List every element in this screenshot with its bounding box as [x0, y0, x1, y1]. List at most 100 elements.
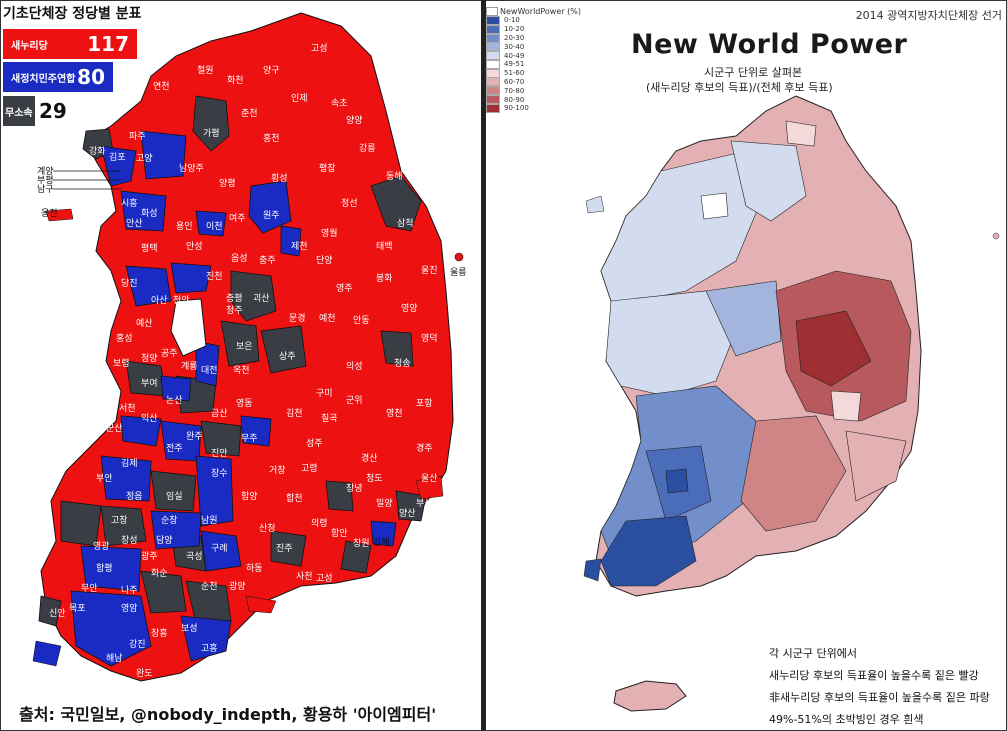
region-label: 금산 — [211, 409, 228, 419]
legend-label: 30-40 — [504, 42, 525, 51]
region-label: 공주 — [161, 349, 178, 359]
region-label: 예천 — [319, 314, 336, 324]
legend-swatch — [486, 24, 500, 34]
legend-item: 49-51 — [486, 59, 581, 69]
region-label: 군위 — [346, 396, 363, 406]
region-label: 고창 — [111, 516, 128, 526]
region-label: 횡성 — [271, 174, 288, 184]
region-label: 태안 — [71, 304, 88, 314]
legend-swatch — [486, 59, 500, 69]
region-label: 나주 — [121, 586, 138, 596]
region-label: 울진 — [421, 266, 438, 276]
region-label: 상주 — [279, 352, 296, 362]
region-label: 강릉 — [359, 144, 376, 154]
region-label: 기장 — [419, 529, 436, 539]
region-label: 남원 — [201, 516, 218, 526]
region-label: 남양주 — [179, 164, 204, 174]
region-label: 홍성 — [116, 334, 133, 344]
region-label: 단양 — [316, 256, 333, 266]
region-label: 진도 — [66, 664, 83, 674]
region-label: 포항 — [416, 399, 433, 409]
region-label: 인천 — [76, 195, 93, 205]
legend-label: 51-60 — [504, 69, 525, 78]
region-label: 목포 — [69, 604, 86, 614]
region-label: 함안 — [331, 529, 348, 539]
region-label: 가평 — [203, 129, 220, 139]
region-label: 성주 — [306, 439, 323, 449]
top-caption: 2014 광역지방자치단체장 선거 — [855, 9, 1002, 22]
region-label: 함평 — [96, 564, 113, 574]
region-label: 신안 — [49, 609, 66, 619]
region-label: 구미 — [316, 389, 333, 399]
legend-title: NewWorldPower (%) — [500, 7, 581, 16]
left-map-panel: 기초단체장 정당별 분표 새누리당 117 새정치민주연합 80 무소속 29 … — [1, 1, 481, 729]
region-label: 괴산 — [253, 294, 270, 304]
region-label: 영암 — [121, 604, 138, 614]
legend-layer-icon — [486, 7, 498, 16]
region-label: 영동 — [236, 399, 253, 409]
region-label: 태백 — [376, 242, 393, 252]
region-label: 남구 — [37, 185, 54, 195]
region-label: 고령 — [301, 464, 318, 474]
region-label: 옹진 — [41, 209, 58, 219]
region-label: 제천 — [291, 242, 308, 252]
region-label: 창녕 — [346, 484, 363, 494]
legend-swatch — [486, 51, 500, 61]
region-label: 천안 — [173, 296, 190, 306]
panel-divider — [481, 0, 486, 731]
region-label: 김제 — [121, 459, 138, 469]
left-korea-map — [32, 12, 464, 682]
region-label: 익산 — [141, 414, 158, 424]
region-label: 담양 — [156, 536, 173, 546]
subtitle-line-2: (새누리당 후보의 득표)/(전체 후보 득표) — [646, 81, 833, 94]
region-label: 영월 — [321, 229, 338, 239]
region-label: 보령 — [113, 359, 130, 369]
map-legend: NewWorldPower (%) 0-10 10-20 20-30 30-40 40-… — [486, 7, 581, 113]
region-label: 속초 — [331, 99, 348, 109]
region-label: 거창 — [269, 466, 286, 476]
region-label: 평창 — [319, 164, 336, 174]
source-credit: 출처: 국민일보, @nobody_indepth, 황용하 '아이엠피터' — [19, 705, 437, 724]
region-label: 진안 — [211, 449, 228, 459]
region-label: 양구 — [263, 66, 280, 76]
legend-item: 30-40 — [486, 42, 581, 52]
party-name: 무소속 — [5, 107, 33, 119]
region-label: 통영 — [326, 604, 343, 614]
region-label: 봉화 — [376, 274, 393, 284]
left-title: 기초단체장 정당별 분표 — [3, 6, 142, 22]
region-label: 증평 — [226, 294, 243, 304]
region-label: 의성 — [346, 362, 363, 372]
note-line-4: 49%-51%의 초박빙인 경우 흰색 — [769, 713, 924, 726]
region-label: 문경 — [289, 314, 306, 324]
region-label: 거제 — [366, 599, 383, 609]
region-label: 정선 — [341, 199, 358, 209]
region-label: 고성 — [311, 44, 328, 54]
region-label: 영주 — [336, 284, 353, 294]
legend-item: 60-70 — [486, 77, 581, 87]
region-label: 대전 — [201, 366, 218, 376]
legend-label: 90-100 — [504, 104, 529, 113]
subtitle-line-1: 시군구 단위로 살펴본 — [704, 66, 803, 79]
region-label: 충주 — [259, 256, 276, 266]
region-label: 진주 — [276, 544, 293, 554]
legend-label: 10-20 — [504, 25, 525, 34]
region-label: 안성 — [186, 242, 203, 252]
legend-item: 10-20 — [486, 24, 581, 34]
region-label: 무주 — [241, 434, 258, 444]
region-label: 안산 — [126, 219, 143, 229]
region-label: 아산 — [151, 296, 168, 306]
region-label: 전주 — [166, 444, 183, 454]
region-label: 하동 — [246, 564, 263, 574]
right-map-panel: NewWorldPower (%) 0-10 10-20 20-30 30-40 40-… — [486, 1, 1006, 729]
legend-item: 80-90 — [486, 95, 581, 105]
note-line-3: 非새누리당 후보의 득표율이 높을수록 짙은 파랑 — [769, 691, 990, 704]
legend-swatch — [486, 77, 500, 87]
legend-swatch — [486, 15, 500, 25]
region-label: 광주 — [141, 552, 158, 562]
region-label: 여수 — [236, 644, 253, 654]
region-label: 영광 — [93, 542, 110, 552]
region-label: 울산 — [421, 474, 438, 484]
region-label: 원주 — [263, 211, 280, 221]
region-label: 완도 — [136, 669, 153, 679]
region-label: 영양 — [401, 304, 418, 314]
